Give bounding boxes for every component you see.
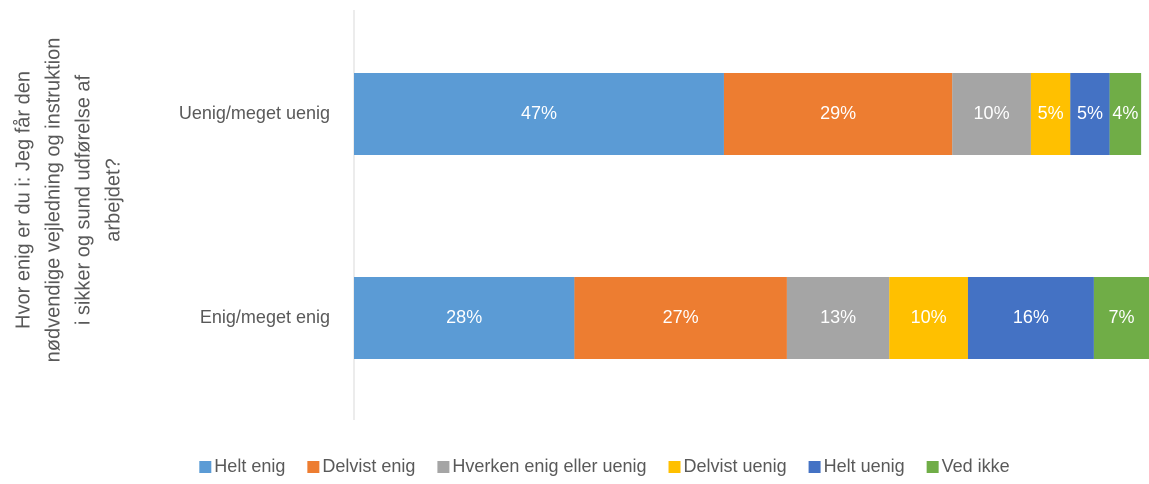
bar-segment: [354, 73, 724, 155]
data-label: 27%: [663, 307, 699, 327]
data-label: 28%: [446, 307, 482, 327]
bar-segment: [952, 73, 1031, 155]
legend-swatch: [808, 461, 821, 473]
y-axis-label: i sikker og sund udførelse af: [72, 75, 94, 326]
legend-label: Hverken enig eller uenig: [452, 456, 646, 476]
bar-segment: [354, 277, 575, 359]
category-label: Enig/meget enig: [200, 307, 330, 327]
legend-label: Helt uenig: [824, 456, 905, 476]
legend-swatch: [668, 461, 681, 473]
legend-swatch: [307, 461, 320, 473]
category-label: Uenig/meget uenig: [179, 103, 330, 123]
data-label: 5%: [1077, 103, 1103, 123]
legend-swatch: [199, 461, 212, 473]
bar-segment: [786, 277, 890, 359]
data-label: 10%: [911, 307, 947, 327]
legend-label: Ved ikke: [942, 456, 1010, 476]
y-axis-label: Hvor enig er du i: Jeg får den: [12, 71, 34, 329]
legend-label: Helt enig: [214, 456, 285, 476]
data-label: 4%: [1112, 103, 1138, 123]
legend: Helt enig Delvist enig Hverken enig eller …: [199, 456, 1010, 476]
data-label: 7%: [1108, 307, 1134, 327]
bar-segment: [889, 277, 968, 359]
bar-segment: [574, 277, 787, 359]
bar-segment: [1109, 73, 1142, 155]
data-label: 47%: [521, 103, 557, 123]
data-label: 29%: [820, 103, 856, 123]
legend-label: Delvist enig: [322, 456, 415, 476]
data-label: 5%: [1038, 103, 1064, 123]
bar-segment: [1030, 73, 1071, 155]
y-axis-label: nødvendige vejledning og instruktion: [42, 38, 64, 363]
legend-swatch: [437, 461, 450, 473]
legend-swatch: [926, 461, 939, 473]
data-label: 16%: [1013, 307, 1049, 327]
bar-segment: [723, 73, 953, 155]
data-label: 10%: [974, 103, 1010, 123]
legend-label: Delvist uenig: [684, 456, 787, 476]
bar-segment: [1070, 73, 1110, 155]
bar-segment: [1093, 277, 1149, 359]
y-axis-label: arbejdet?: [102, 158, 124, 241]
bar-segment: [967, 277, 1094, 359]
data-label: 13%: [820, 307, 856, 327]
